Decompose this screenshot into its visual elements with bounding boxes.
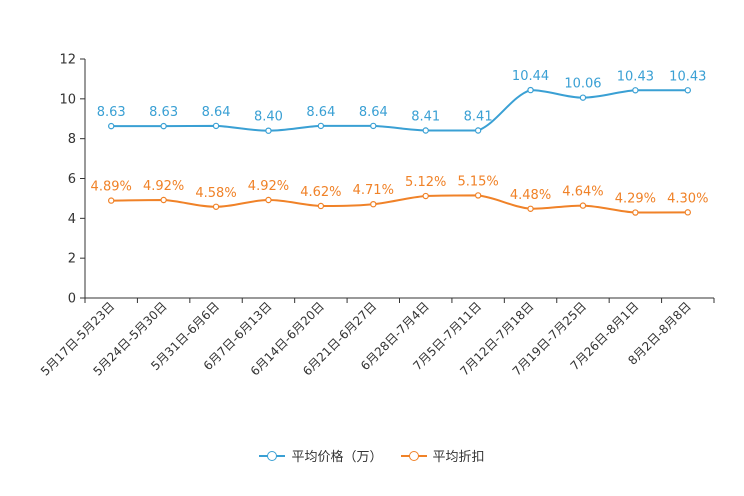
axes-layer: 0246810125月17日-5月23日5月24日-5月30日5月31日-6月6… [38,53,715,379]
data-label: 10.06 [564,77,601,92]
data-label: 8.64 [359,105,388,120]
data-label: 8.63 [149,105,178,120]
data-label: 10.43 [669,69,706,84]
line-chart: 0246810125月17日-5月23日5月24日-5月30日5月31日-6月6… [38,53,715,379]
data-label: 8.41 [411,110,440,125]
data-point [579,94,587,101]
data-label: 4.29% [615,192,656,207]
data-label: 4.58% [195,186,236,201]
data-label-layer: 8.63 8.63 8.64 8.40 8.64 8.64 8.41 8.41 10.44 10.… [91,69,709,206]
data-label: 5.12% [405,175,446,190]
data-point [632,87,639,94]
legend: 平均价格（万） 平均折扣 [0,446,744,465]
data-point [160,122,167,130]
data-label: 4.71% [353,183,394,198]
data-label: 4.62% [300,185,341,200]
y-tick-label: 6 [68,172,76,187]
legend-item-price[interactable]: 平均价格（万） [259,446,383,465]
data-label: 10.44 [512,69,549,84]
data-label: 4.30% [667,191,708,206]
data-point [265,127,272,134]
y-tick-label: 8 [68,132,76,147]
data-point [422,127,429,134]
data-label: 8.41 [464,110,493,125]
data-point [108,122,115,130]
data-point [474,192,482,199]
data-point [370,122,377,130]
data-point [527,86,534,94]
data-point [212,122,220,130]
y-tick-label: 2 [68,252,76,267]
data-point [160,196,167,204]
data-point [212,203,220,210]
data-label: 10.43 [617,69,654,84]
data-label: 4.92% [248,179,289,194]
data-point [579,202,587,209]
legend-line-circle-icon [400,450,427,462]
data-point [527,205,534,212]
data-label: 4.48% [510,188,551,203]
data-point [108,197,115,204]
data-label: 4.92% [143,179,184,194]
data-label: 8.40 [254,110,283,125]
data-label: 4.64% [562,185,603,200]
data-point [317,202,325,210]
series-line-1 [111,194,688,214]
y-tick-label: 4 [68,212,76,227]
data-label: 8.64 [306,105,335,120]
data-point [265,196,272,204]
data-label: 5.15% [457,174,498,189]
legend-line-circle-icon [259,450,286,462]
series-line-0 [111,89,688,132]
data-point [474,127,482,134]
data-point [422,192,429,200]
legend-label-discount: 平均折扣 [432,450,485,465]
legend-item-discount[interactable]: 平均折扣 [400,446,485,465]
data-point [684,209,691,216]
y-tick-label: 0 [68,292,76,307]
data-point [370,200,377,208]
data-point [632,209,639,216]
data-label: 8.63 [97,105,126,120]
data-label: 8.64 [202,105,231,120]
series-layer [108,86,691,216]
data-point [684,87,691,94]
legend-label-price: 平均价格（万） [291,450,383,465]
data-point [317,122,325,130]
y-tick-label: 12 [59,53,76,68]
data-label: 4.89% [91,180,132,195]
y-tick-label: 10 [59,92,76,107]
